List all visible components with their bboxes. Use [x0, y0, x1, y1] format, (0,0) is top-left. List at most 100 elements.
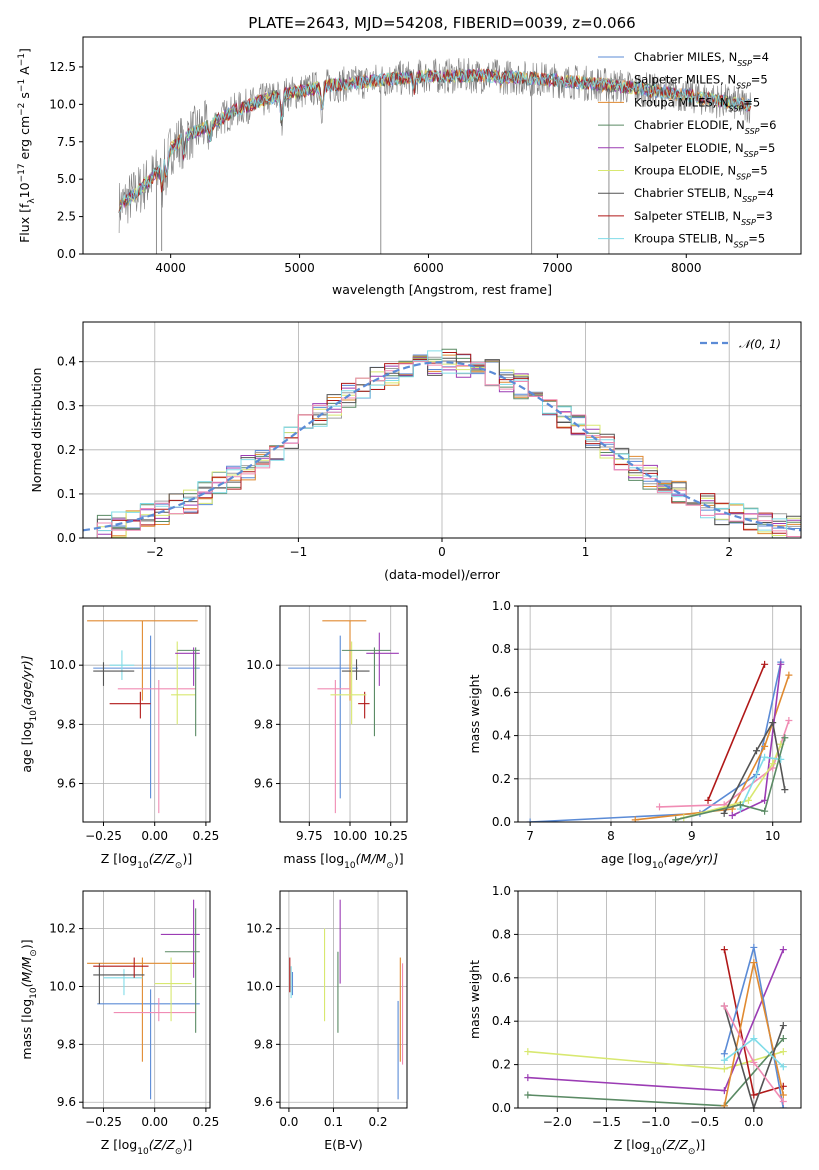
x-tick-label: −0.25: [85, 829, 122, 843]
mass-weight-marker: [750, 943, 758, 951]
label-part: age [log: [601, 851, 652, 866]
plot-area-mass-vs-EBV: [289, 899, 404, 1100]
label-part: )]: [182, 851, 192, 866]
y-tick-label: 9.8: [254, 1037, 273, 1051]
histogram-step: [83, 350, 801, 538]
y-tick-label: 9.8: [254, 717, 273, 731]
mass-weight-marker: [761, 660, 769, 668]
y-tick-label: 0.0: [57, 247, 76, 261]
x-tick-label: 5000: [284, 261, 315, 275]
x-tick-label: 8: [607, 829, 615, 843]
y-tick-label: 0.0: [57, 531, 76, 545]
y-tick-label: 1.0: [492, 884, 511, 898]
x-tick-label: 10.00: [333, 829, 367, 843]
mass-weight-marker: [728, 812, 736, 820]
mass-weight-line: [530, 662, 782, 822]
x-tick-label: 9.75: [296, 829, 323, 843]
mass-weight-marker: [750, 1058, 758, 1066]
mass-weight-marker: [524, 1048, 532, 1056]
legend-entry: Chabrier STELIB, NSSP=4: [634, 186, 774, 204]
plot-area-residuals: [83, 348, 801, 538]
label-part: ⊙: [29, 949, 39, 957]
label-part: erg cm: [17, 116, 32, 164]
y-tick-label: 9.6: [57, 777, 76, 791]
y-tick-label: 12.5: [49, 60, 76, 74]
axes-massweight-vs-Z: −2.0 −1.5 −1.0 −0.5 0.0 0.0 0.2 0.4 0.6 0.8 1.0 Z […: [467, 884, 802, 1157]
y-tick-label: 0.4: [57, 355, 76, 369]
mass-weight-marker: [720, 1065, 728, 1073]
x-tick-label: 0.00: [141, 1115, 168, 1129]
mass-weight-marker: [750, 1104, 758, 1108]
x-tick-label: 7000: [542, 261, 573, 275]
x-tick-label: −1.5: [592, 1115, 621, 1129]
legend-sub: SSP: [736, 172, 751, 181]
legend-text: =5: [743, 95, 760, 109]
x-tick-label: 1: [582, 545, 590, 559]
mass-weight-marker: [753, 747, 761, 755]
x-axis-label: (data-model)/error: [384, 567, 501, 582]
label-part: Flux [f: [17, 203, 32, 243]
legend-text: Chabrier STELIB, N: [634, 186, 742, 200]
axes-frame: [517, 605, 802, 823]
label-part: (age/yr)]: [663, 851, 718, 866]
plot-area-massweight-vs-Z: [524, 943, 787, 1108]
y-tick-label: 10.0: [49, 979, 76, 993]
plot-area-mass-vs-Z: [87, 899, 200, 1100]
axes-age-vs-Z: −0.25 0.00 0.259.69.810.0Z [log10(Z/Z⊙)]ag…: [19, 605, 219, 871]
legend-sub: SSP: [734, 240, 749, 249]
plot-area-age-vs-mass: [288, 620, 399, 814]
x-axis-label: age [log10(age/yr)]: [601, 851, 718, 871]
legend-sub: SSP: [737, 59, 752, 68]
label-part: Z [log: [101, 851, 137, 866]
x-tick-label: −0.5: [690, 1115, 719, 1129]
y-tick-label: 9.8: [57, 1037, 76, 1051]
x-tick-label: 7: [526, 829, 534, 843]
label-part: mass [log: [19, 999, 34, 1060]
mass-weight-marker: [672, 816, 680, 822]
label-part: 10: [137, 1147, 149, 1157]
legend-text: Salpeter STELIB, N: [634, 209, 741, 223]
label-part: age [log: [19, 721, 34, 772]
label-part: A: [17, 66, 32, 79]
mass-weight-marker: [761, 753, 769, 761]
x-tick-label: 10: [765, 829, 780, 843]
y-tick-label: 10.0: [49, 97, 76, 111]
x-axis-label: E(B-V): [324, 1137, 363, 1152]
mass-weight-marker: [750, 1035, 758, 1043]
x-tick-label: 2: [725, 545, 733, 559]
legend-text: Kroupa MILES, N: [634, 95, 729, 109]
x-tick-label: 0: [438, 545, 446, 559]
y-tick-label: 10.0: [49, 658, 76, 672]
mass-weight-line: [723, 720, 786, 814]
label-part: 10: [29, 710, 39, 722]
x-tick-label: 8000: [671, 261, 702, 275]
label-part: 10: [17, 182, 32, 198]
mass-weight-marker: [779, 1091, 787, 1099]
axes-frame: [82, 36, 802, 255]
legend-entry: Salpeter MILES, NSSP=5: [634, 73, 768, 91]
y-tick-label: 10.2: [246, 922, 273, 936]
legend-text: =5: [751, 73, 768, 87]
label-part: −1: [17, 53, 27, 66]
mass-weight-marker: [781, 734, 789, 742]
label-part: 10: [652, 861, 664, 871]
x-tick-label: 10.25: [374, 829, 408, 843]
y-tick-label: 0.4: [492, 729, 511, 743]
label-part: 10: [344, 861, 356, 871]
y-tick-label: 0.2: [492, 1058, 511, 1072]
label-part: 10: [650, 1147, 662, 1157]
y-tick-label: 9.6: [254, 777, 273, 791]
mass-weight-marker: [631, 816, 639, 822]
legend-text: Kroupa STELIB, N: [634, 232, 734, 246]
mass-weight-marker: [779, 946, 787, 954]
label-part: )]: [394, 851, 404, 866]
mass-weight-marker: [750, 1091, 758, 1099]
label-part: (age/yr)]: [19, 655, 34, 710]
mass-weight-marker: [769, 719, 777, 727]
mass-weight-marker: [720, 1002, 728, 1010]
y-tick-label: 1.0: [492, 599, 511, 613]
axes-residuals: −2 −1 0 1 2 0.0 0.1 0.2 0.3 0.4 𝒩(0, 1) (data-model…: [29, 321, 802, 582]
mass-weight-line: [723, 1005, 785, 1108]
y-tick-label: 2.5: [57, 210, 76, 224]
legend-sub: SSP: [736, 81, 751, 90]
